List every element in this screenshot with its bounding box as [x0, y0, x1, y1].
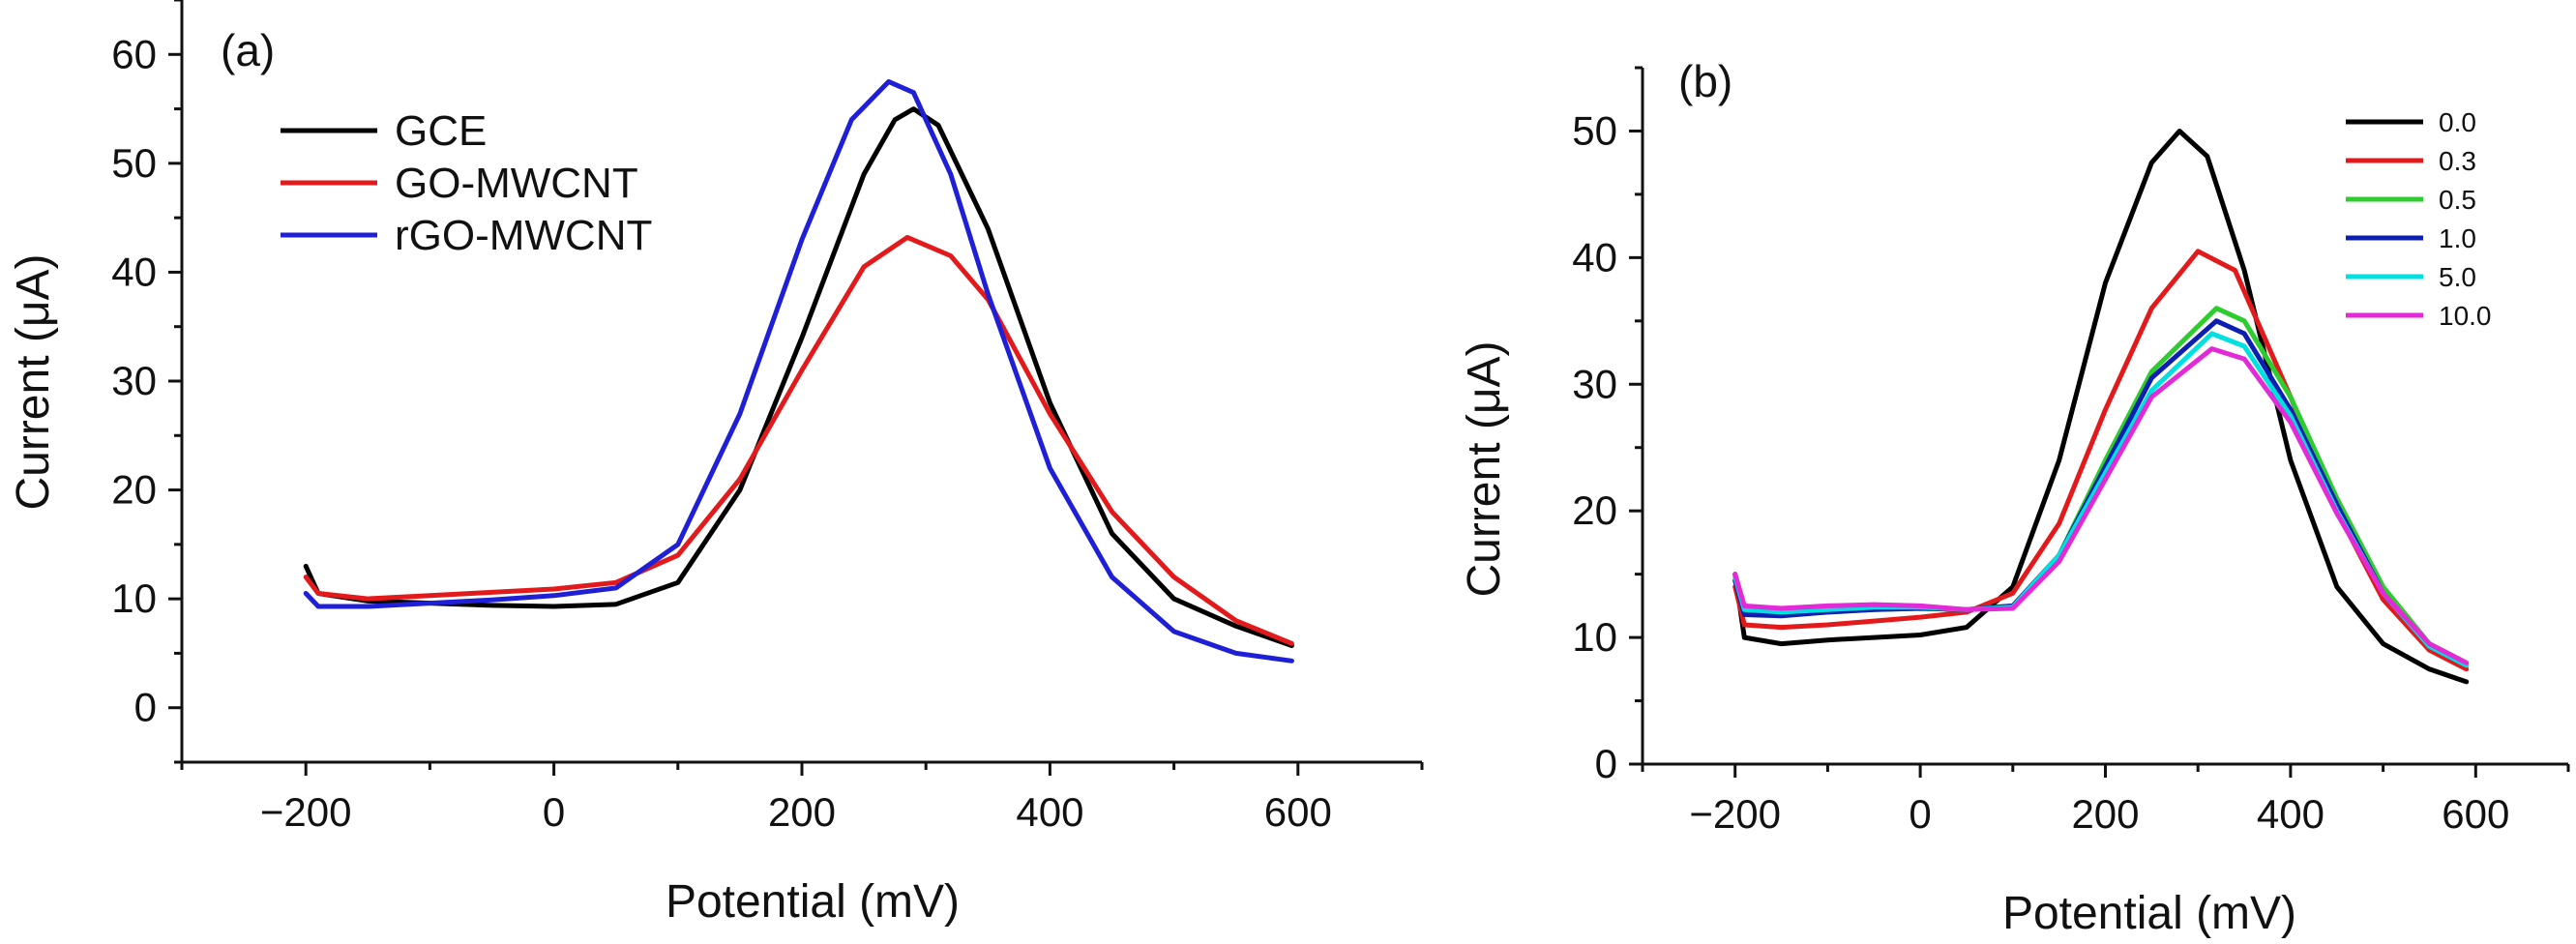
panel-b-y-tick-label: 0	[1595, 741, 1617, 786]
panel-a-y-tick-label: 60	[111, 31, 157, 76]
panel-b-legend-label: 0.0	[2439, 107, 2476, 137]
panel-a-series-line-rgo-mwcnt	[303, 78, 1294, 664]
panel-a-xlabel: Potential (mV)	[666, 876, 960, 928]
panel-a-chart: (a) Potential (mV) Current (μA) −200 0 200…	[8, 0, 1424, 928]
panel-a-x-tick-label: 400	[1016, 789, 1083, 835]
panel-a-y-tick-label: 20	[111, 467, 157, 513]
panel-a-x-tick-label: 200	[768, 789, 836, 835]
panel-b-series-line-10-0	[1732, 346, 2470, 665]
panel-b-y-tick-label: 40	[1572, 234, 1617, 280]
panel-b-series-line-5-0	[1732, 331, 2470, 668]
panel-a-y-tick-label: 0	[134, 685, 157, 730]
panel-a-y-tick-label: 10	[111, 575, 157, 621]
panel-a-y-tick-label: 40	[111, 249, 157, 294]
panel-a-ylabel: Current (μA)	[8, 253, 59, 510]
panel-b-chart: (b) Potential (mV) Current (μA) −200 0 200…	[1459, 56, 2570, 939]
panel-b-xlabel: Potential (mV)	[2002, 888, 2296, 939]
panel-b-x-tick-label: 600	[2442, 791, 2509, 837]
panel-b-x-tick-label: 400	[2257, 791, 2324, 837]
panel-b-series-line-0-0	[1732, 129, 2470, 685]
panel-a-label: (a)	[221, 25, 275, 75]
panel-a-x-tick-label: 600	[1264, 789, 1332, 835]
panel-a-x-tick-label: −200	[260, 789, 352, 835]
panel-b-x-tick-label: −200	[1689, 791, 1781, 837]
panel-a-y-tick-label: 30	[111, 358, 157, 403]
panel-b-legend-label: 0.3	[2439, 146, 2476, 176]
panel-b-legend-label: 1.0	[2439, 223, 2476, 253]
panel-b-legend-label: 0.5	[2439, 185, 2476, 215]
panel-b-legend-label: 5.0	[2439, 262, 2476, 292]
panel-a-x-tick-label: 0	[543, 789, 565, 835]
panel-a-legend-label: rGO-MWCNT	[395, 212, 652, 259]
panel-b-x-tick-label: 200	[2071, 791, 2139, 837]
panel-b-y-tick-label: 10	[1572, 614, 1617, 660]
panel-a-legend-label: GCE	[395, 107, 487, 155]
panel-a-y-tick-label: 50	[111, 140, 157, 186]
panel-b-y-tick-label: 30	[1572, 361, 1617, 406]
panel-b-y-tick-label: 20	[1572, 487, 1617, 533]
panel-b-label: (b)	[1678, 56, 1732, 106]
panel-b-y-tick-label: 50	[1572, 107, 1617, 153]
panel-b-legend-label: 10.0	[2439, 301, 2492, 331]
panel-a-series-line-go-mwcnt	[303, 234, 1294, 646]
panel-a-legend-label: GO-MWCNT	[395, 160, 638, 207]
panel-b-x-tick-label: 0	[1909, 791, 1931, 837]
panel-b-ylabel: Current (μA)	[1459, 340, 1510, 597]
